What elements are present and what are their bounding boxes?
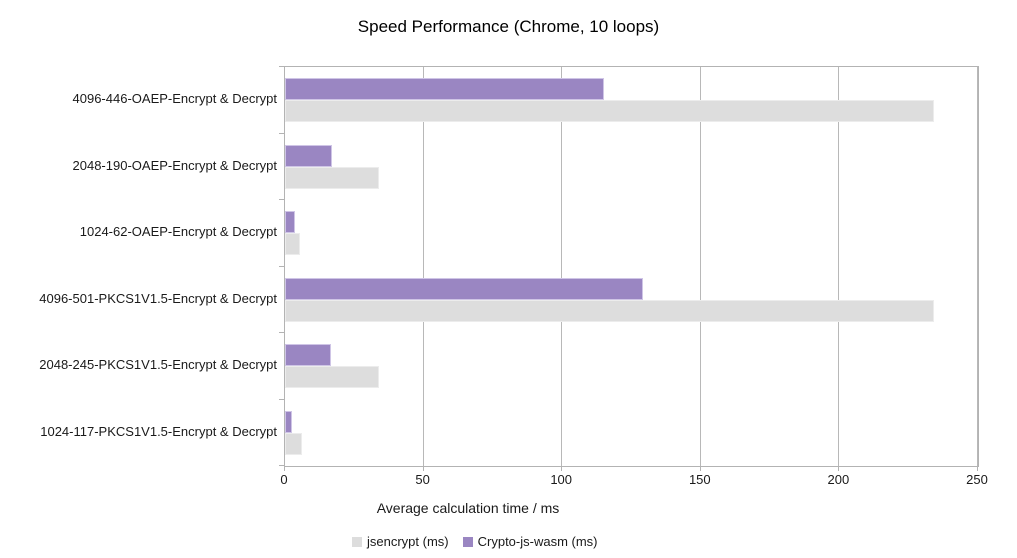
x-axis-tick — [838, 467, 840, 471]
category-label: 2048-245-PKCS1V1.5-Encrypt & Decrypt — [39, 357, 277, 373]
bar-jsencrypt-ms- — [285, 166, 380, 189]
legend-label: jsencrypt (ms) — [367, 534, 449, 549]
x-axis-tick — [561, 467, 563, 471]
x-tick-label: 150 — [688, 472, 711, 487]
x-tick-label: 200 — [827, 472, 850, 487]
bar-jsencrypt-ms- — [285, 299, 934, 322]
category-label: 4096-446-OAEP-Encrypt & Decrypt — [72, 91, 277, 107]
legend-item: Crypto-js-wasm (ms) — [462, 534, 598, 550]
bar-jsencrypt-ms- — [285, 100, 934, 122]
x-tick-label: 0 — [280, 472, 288, 487]
y-axis-tick — [279, 66, 284, 67]
bar-jsencrypt-ms- — [285, 366, 380, 388]
legend-swatch-icon — [352, 537, 362, 547]
x-axis-tick — [422, 467, 424, 471]
category-label: 2048-190-OAEP-Encrypt & Decrypt — [72, 157, 277, 173]
x-tick-label: 50 — [415, 472, 430, 487]
gridline — [422, 67, 424, 466]
gridline — [561, 67, 563, 466]
x-axis-title: Average calculation time / ms — [376, 500, 560, 516]
legend-swatch-icon — [462, 537, 473, 547]
legend-item: jsencrypt (ms) — [352, 534, 449, 550]
y-axis-tick — [279, 332, 284, 333]
bar-crypto-js-wasm-ms- — [285, 344, 331, 366]
gridline — [838, 67, 840, 466]
legend: jsencrypt (ms) Crypto-js-wasm (ms) — [352, 534, 598, 550]
gridline — [977, 67, 978, 466]
bar-crypto-js-wasm-ms- — [285, 211, 295, 233]
x-axis-tick — [699, 467, 701, 471]
legend-label: Crypto-js-wasm (ms) — [477, 534, 598, 549]
category-label: 1024-117-PKCS1V1.5-Encrypt & Decrypt — [40, 423, 277, 439]
bar-jsencrypt-ms- — [285, 432, 302, 455]
bar-crypto-js-wasm-ms- — [285, 78, 604, 100]
bar-crypto-js-wasm-ms- — [285, 410, 293, 433]
y-axis-tick — [279, 398, 284, 400]
y-axis-tick — [279, 199, 284, 200]
category-label: 1024-62-OAEP-Encrypt & Decrypt — [79, 224, 277, 240]
y-axis-tick — [279, 132, 284, 134]
category-label: 4096-501-PKCS1V1.5-Encrypt & Decrypt — [39, 290, 277, 306]
x-axis-tick — [284, 467, 285, 471]
x-axis-tick — [977, 467, 978, 471]
x-tick-label: 250 — [966, 472, 988, 487]
gridline — [699, 67, 701, 466]
bar-jsencrypt-ms- — [285, 233, 301, 255]
chart-title: Speed Performance (Chrome, 10 loops) — [357, 17, 660, 36]
bar-crypto-js-wasm-ms- — [285, 277, 643, 300]
y-axis-tick — [279, 465, 284, 466]
plot-area — [284, 66, 979, 467]
x-tick-label: 100 — [550, 472, 573, 487]
y-axis-tick — [279, 265, 284, 267]
bar-crypto-js-wasm-ms- — [285, 144, 333, 167]
